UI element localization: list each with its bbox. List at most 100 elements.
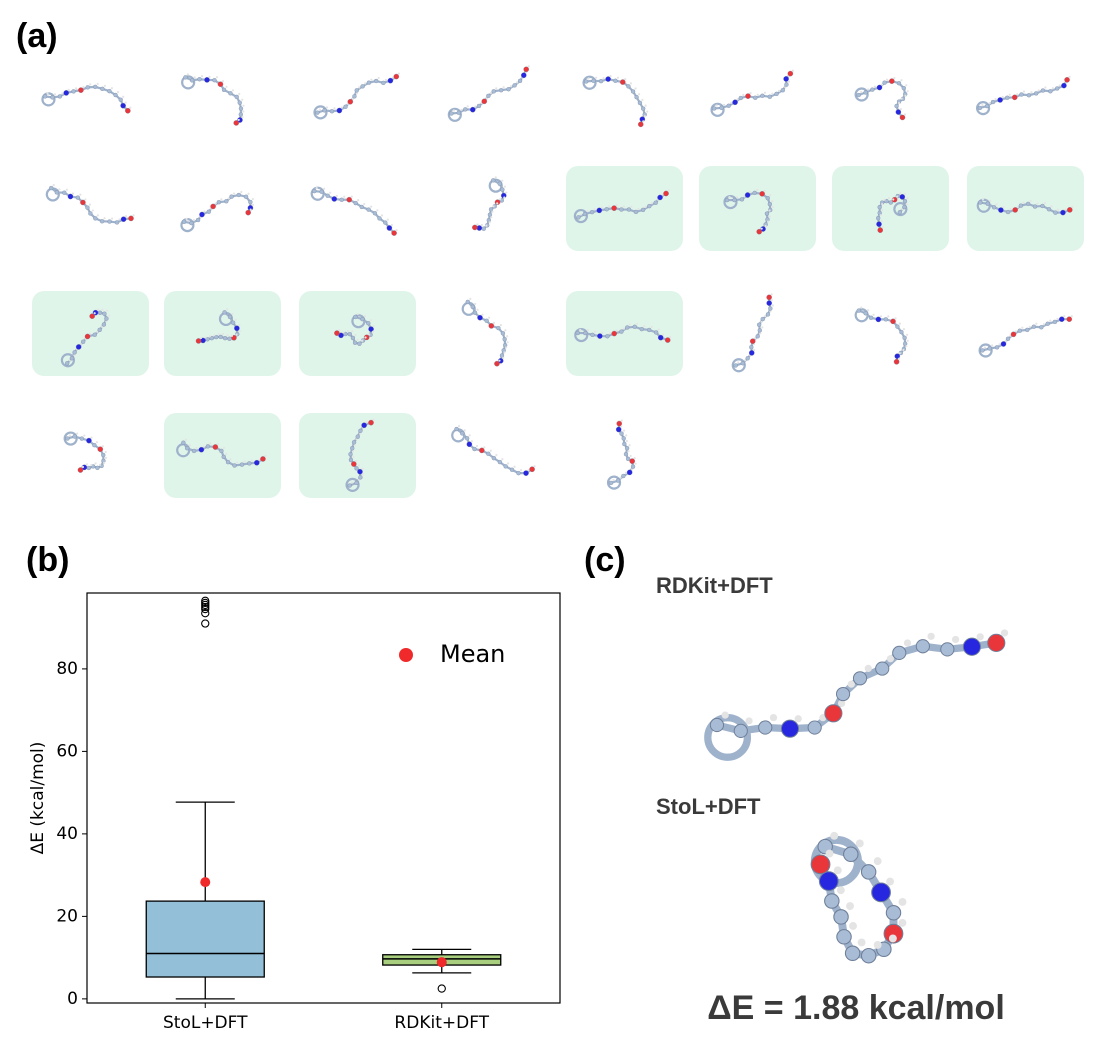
hydrogen <box>892 198 895 201</box>
hydrogen <box>101 445 104 448</box>
atom <box>366 321 371 326</box>
atom <box>233 120 239 126</box>
hydrogen <box>58 188 61 191</box>
hydrogen <box>667 189 670 192</box>
atom <box>598 79 604 84</box>
atom <box>95 465 100 470</box>
atom <box>633 209 639 215</box>
hydrogen <box>338 329 341 332</box>
hydrogen <box>368 333 371 336</box>
hydrogen <box>103 217 106 220</box>
atom <box>238 106 244 111</box>
hydrogen <box>760 227 763 230</box>
hydrogen <box>495 87 498 90</box>
hydrogen <box>894 317 897 320</box>
hydrogen <box>475 444 479 448</box>
atom <box>732 99 738 106</box>
hydrogen <box>363 315 366 318</box>
hydrogen <box>490 216 493 219</box>
outlier <box>201 609 210 618</box>
hydrogen <box>728 196 731 199</box>
atom <box>596 207 603 214</box>
atom <box>368 326 374 332</box>
atom <box>228 91 233 96</box>
hydrogen <box>355 459 358 463</box>
hydrogen <box>715 104 718 107</box>
ring <box>978 343 993 358</box>
hydrogen <box>735 195 739 199</box>
atom <box>940 642 955 657</box>
atom <box>630 464 636 469</box>
hydrogen <box>763 91 767 94</box>
hydrogen <box>250 459 253 462</box>
hydrogen <box>770 293 773 296</box>
hydrogen <box>906 197 909 200</box>
atom <box>591 78 596 83</box>
hydrogen <box>625 434 628 437</box>
atom <box>901 86 906 91</box>
atom <box>894 103 899 109</box>
hydrogen <box>463 429 466 432</box>
hydrogen <box>903 192 906 195</box>
atom <box>852 671 868 686</box>
atom <box>623 452 629 457</box>
atom <box>357 468 363 475</box>
atom <box>72 434 77 439</box>
atom <box>189 78 195 83</box>
hydrogen <box>608 332 611 335</box>
hydrogen <box>216 442 219 446</box>
atom <box>724 197 730 203</box>
hydrogen <box>351 481 354 484</box>
atom <box>352 94 357 99</box>
atom <box>1048 89 1053 94</box>
atom <box>647 204 652 209</box>
atom <box>496 325 501 331</box>
atom <box>611 205 617 211</box>
atom <box>744 192 751 198</box>
hydrogen <box>506 335 509 338</box>
hydrogen <box>1004 339 1008 343</box>
hydrogen <box>354 333 357 337</box>
atom <box>860 864 877 880</box>
atom <box>206 209 211 214</box>
hydrogen <box>105 320 108 323</box>
hydrogen <box>644 205 647 208</box>
hydrogen <box>771 304 774 307</box>
hydrogen <box>903 113 907 116</box>
hydrogen <box>981 103 984 107</box>
hydrogen <box>397 72 400 75</box>
highlight <box>967 166 1084 251</box>
hydrogen <box>96 308 100 311</box>
atom <box>899 194 906 200</box>
hydrogen <box>722 103 726 106</box>
hydrogen <box>96 214 99 217</box>
atom <box>99 219 105 224</box>
atom <box>312 188 317 194</box>
atom <box>204 77 210 83</box>
hydrogen <box>360 339 364 342</box>
atom <box>210 203 216 210</box>
atom <box>212 444 219 450</box>
highlight <box>832 166 949 251</box>
hydrogen <box>881 203 884 206</box>
hydrogen <box>46 92 49 95</box>
atom <box>354 88 359 93</box>
atom <box>88 211 93 216</box>
atom <box>1005 95 1010 100</box>
atom <box>191 448 197 454</box>
hydrogen <box>230 334 234 337</box>
hydrogen <box>754 337 757 340</box>
hydrogen <box>234 318 237 321</box>
hydrogen <box>251 197 254 201</box>
atom <box>990 99 996 105</box>
hydrogen <box>357 464 361 467</box>
atom <box>353 200 358 206</box>
atom <box>833 909 849 925</box>
hydrogen <box>1036 202 1039 205</box>
hydrogen <box>192 218 196 222</box>
atom <box>481 226 486 231</box>
hydrogen <box>355 92 359 95</box>
hydrogen <box>81 465 85 469</box>
plot-frame <box>86 592 561 1004</box>
molecules-c <box>704 629 1009 964</box>
